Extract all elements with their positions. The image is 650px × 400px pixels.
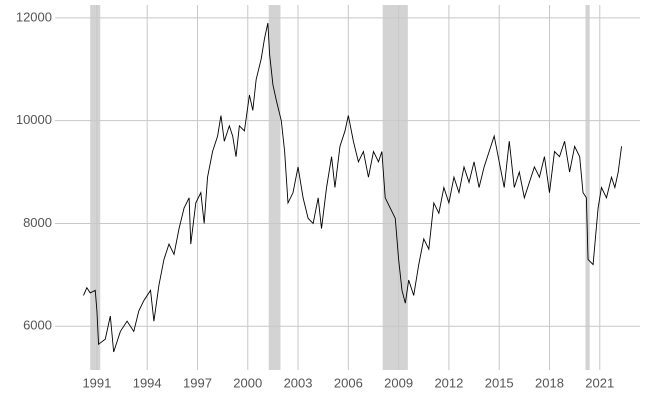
y-tick-label: 12000 bbox=[16, 9, 52, 24]
recession-band bbox=[585, 5, 590, 370]
x-tick-label: 2012 bbox=[434, 375, 463, 390]
recession-band bbox=[268, 5, 281, 370]
x-tick-label: 2015 bbox=[485, 375, 514, 390]
data-line bbox=[83, 22, 623, 353]
y-tick-label: 8000 bbox=[23, 215, 52, 230]
recession-band bbox=[382, 5, 408, 370]
x-tick-label: 2000 bbox=[233, 375, 262, 390]
x-tick-label: 1994 bbox=[133, 375, 162, 390]
x-tick-label: 1997 bbox=[183, 375, 212, 390]
y-tick-label: 6000 bbox=[23, 318, 52, 333]
recession-band bbox=[90, 5, 101, 370]
x-tick-label: 2018 bbox=[535, 375, 564, 390]
x-tick-label: 2003 bbox=[284, 375, 313, 390]
x-tick-label: 2009 bbox=[384, 375, 413, 390]
x-tick-label: 1991 bbox=[82, 375, 111, 390]
x-tick-label: 2021 bbox=[585, 375, 614, 390]
x-tick-label: 2006 bbox=[334, 375, 363, 390]
y-tick-label: 10000 bbox=[16, 112, 52, 127]
